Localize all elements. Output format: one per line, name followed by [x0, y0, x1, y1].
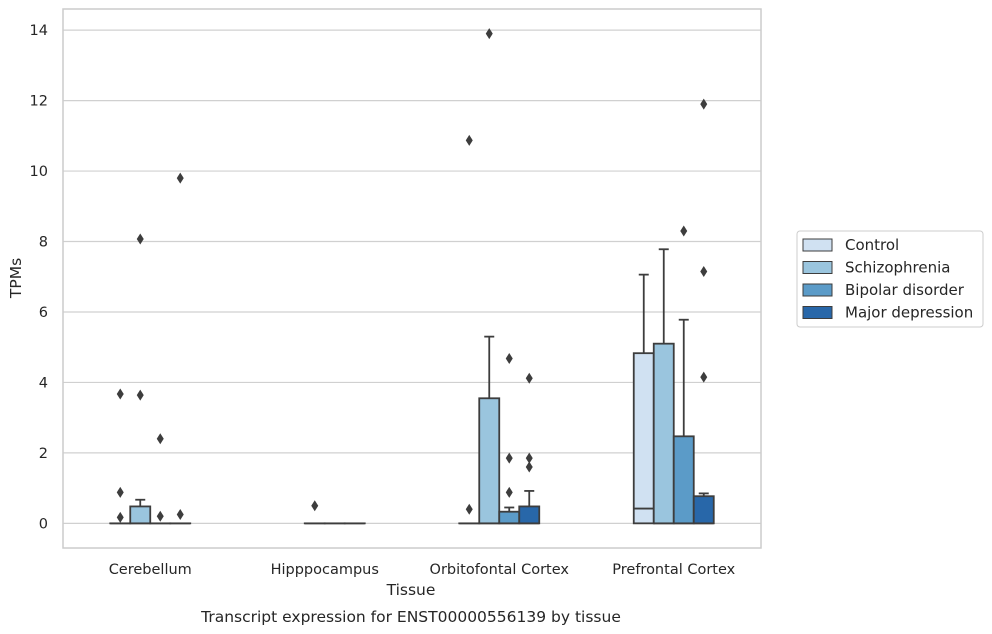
legend-label: Schizophrenia: [845, 259, 950, 277]
box-rect: [652, 342, 675, 525]
y-axis-label: TPMs: [7, 258, 25, 299]
box-0-0: [109, 388, 132, 525]
legend-swatch: [802, 238, 833, 252]
y-tick-label: 2: [39, 446, 48, 462]
outlier-point: [680, 225, 688, 237]
box-1-0: [129, 233, 152, 525]
x-axis-ticks: Cerebellum Hipppocampus Orbitofontal Corte…: [109, 562, 736, 578]
box-rect: [692, 495, 715, 525]
x-tick-label: Prefrontal Cortex: [612, 562, 735, 578]
legend: Control Schizophrenia Bipolar disorder Majo…: [796, 230, 984, 328]
x-tick-label: Cerebellum: [109, 562, 192, 578]
outlier-point: [156, 433, 164, 445]
outlier-point: [465, 503, 473, 515]
outlier-point: [176, 509, 184, 521]
box-0-2: [458, 134, 481, 525]
outlier-point: [700, 98, 708, 110]
box-1-1: [303, 500, 326, 525]
box-rect: [129, 505, 152, 525]
y-tick-label: 6: [39, 305, 48, 321]
y-axis-ticks: 0 2 4 6 8 10 12 14: [30, 23, 48, 532]
legend-label: Control: [845, 236, 899, 254]
box-3-2: [518, 372, 541, 525]
outlier-point: [311, 500, 319, 512]
y-tick-label: 10: [30, 164, 48, 180]
outlier-point: [116, 511, 124, 523]
outlier-point: [156, 510, 164, 522]
outlier-point: [525, 452, 533, 464]
y-tick-label: 12: [30, 94, 48, 110]
legend-items: Control Schizophrenia Bipolar disorder Majo…: [802, 236, 973, 322]
box-2-0: [149, 433, 172, 525]
y-tick-label: 14: [30, 23, 48, 39]
y-tick-label: 4: [39, 375, 48, 391]
box-rect: [478, 397, 501, 525]
box-rect: [672, 435, 695, 525]
legend-label: Bipolar disorder: [845, 281, 965, 299]
outlier-point: [485, 28, 493, 40]
outlier-point: [700, 265, 708, 277]
box-rect: [518, 505, 541, 525]
outlier-point: [505, 352, 513, 364]
box-1-2: [478, 28, 501, 525]
outlier-point: [505, 486, 513, 498]
y-tick-label: 0: [39, 516, 48, 532]
legend-frame: [796, 230, 984, 328]
outlier-point: [136, 233, 144, 245]
box-3-0: [169, 172, 192, 525]
x-axis-label: Tissue: [386, 581, 436, 599]
outlier-point: [525, 372, 533, 384]
legend-swatch: [802, 306, 833, 319]
plot-area-frame: [62, 8, 762, 549]
box-rect: [498, 510, 521, 525]
outlier-point: [465, 134, 473, 146]
box-2-2: [498, 352, 521, 525]
legend-label: Major depression: [845, 304, 973, 322]
box-groups: [109, 28, 715, 525]
legend-swatch: [802, 261, 833, 274]
gridlines: [63, 29, 761, 524]
box-3-3: [692, 98, 715, 525]
outlier-point: [116, 486, 124, 498]
box-1-3: [652, 248, 675, 525]
box-2-3: [672, 225, 695, 525]
box-rect: [632, 352, 655, 525]
x-tick-label: Orbitofontal Cortex: [430, 562, 570, 578]
outlier-point: [136, 389, 144, 401]
outlier-point: [505, 452, 513, 464]
legend-swatch: [802, 283, 833, 297]
chart-title: Transcript expression for ENST0000055613…: [200, 608, 621, 626]
outlier-point: [700, 371, 708, 383]
y-tick-label: 8: [39, 235, 48, 251]
outlier-point: [525, 461, 533, 473]
outlier-point: [116, 388, 124, 400]
x-tick-label: Hipppocampus: [271, 562, 379, 578]
outlier-point: [176, 172, 184, 184]
